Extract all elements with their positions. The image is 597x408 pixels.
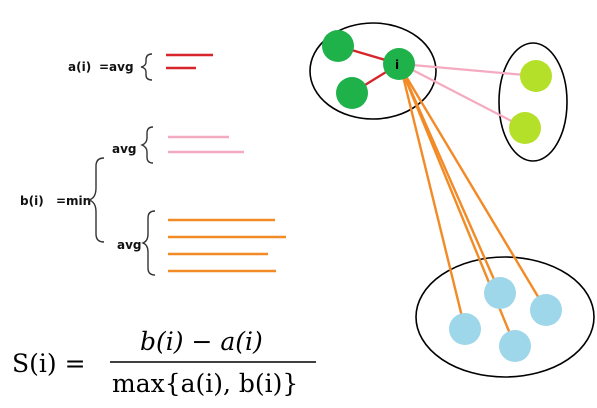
- own-cluster-ellipse: [309, 22, 437, 120]
- silhouette-formula: S(i) = b(i) − a(i) max{a(i), b(i)}: [12, 327, 316, 398]
- a-brace: [140, 53, 153, 81]
- far-edge-1: [399, 67, 467, 330]
- near-edge-2: [400, 63, 526, 129]
- far-cluster-node-1: [484, 277, 516, 309]
- focus-node-label: i: [395, 58, 399, 72]
- near-cluster-ellipse: [498, 42, 568, 162]
- b-brace: [86, 157, 105, 243]
- near-cluster-node-1: [520, 60, 552, 92]
- a-eq-avg: =avg: [99, 60, 134, 74]
- far-cluster-node-2: [449, 313, 481, 345]
- far-cluster-node-4: [499, 330, 531, 362]
- b-far-brace: [141, 210, 156, 276]
- b-near-brace: [140, 126, 154, 164]
- b-near-avg-label: avg: [112, 142, 137, 156]
- a-label: a(i): [68, 60, 91, 74]
- focus-node-i: [383, 48, 415, 80]
- a-definition: a(i) =avg: [68, 53, 213, 81]
- near-edge-1: [400, 62, 537, 78]
- far-cluster-connections: [399, 67, 548, 347]
- far-edge-4: [399, 67, 548, 311]
- b-definition: b(i) =min avg avg: [20, 126, 286, 276]
- formula-denominator: max{a(i), b(i)}: [112, 369, 298, 398]
- formula-numerator: b(i) − a(i): [140, 327, 263, 356]
- near-cluster-connections: [400, 62, 537, 129]
- formula-lhs: S(i) =: [12, 349, 86, 378]
- own-cluster-node-1: [322, 30, 354, 62]
- b-far-avg-label: avg: [117, 238, 142, 252]
- far-cluster-ellipse: [415, 256, 595, 378]
- b-label: b(i): [20, 194, 44, 208]
- own-cluster-node-2: [336, 77, 368, 109]
- near-cluster-node-2: [509, 112, 541, 144]
- far-cluster-node-3: [530, 294, 562, 326]
- b-eq-min: =min: [56, 194, 91, 208]
